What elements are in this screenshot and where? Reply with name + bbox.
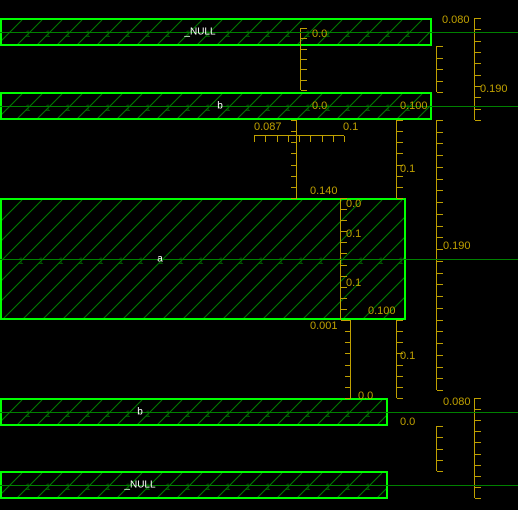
dimension-label: 0.0 [358, 390, 373, 402]
layer-bar-null_top: 11111111111111111111_NULL [0, 18, 432, 46]
ruler-vertical [296, 120, 297, 198]
ruler-vertical [474, 18, 475, 120]
dimension-label: 0.0 [346, 198, 361, 210]
svg-text:1: 1 [365, 482, 370, 492]
layer-bar-b_bot: 111111111111111111b [0, 398, 388, 426]
layer-label: _NULL [0, 480, 332, 491]
dimension-label: 0.0 [400, 416, 415, 428]
layout-canvas: 11111111111111111111_NULL111111111111111… [0, 0, 518, 510]
dimension-label: 0.0 [312, 100, 327, 112]
ruler-vertical [396, 120, 397, 198]
svg-text:1: 1 [378, 256, 383, 266]
dimension-label: 0.1 [346, 277, 361, 289]
layer-label: b [0, 407, 332, 418]
layer-bar-null_bot: 111111111111111111_NULL [0, 471, 388, 499]
dimension-label: 0.1 [400, 163, 415, 175]
svg-text:1: 1 [345, 409, 350, 419]
dimension-label: 0.190 [443, 240, 471, 252]
layer-label: b [6, 101, 432, 112]
dimension-label: 0.190 [480, 83, 508, 95]
ruler-horizontal [254, 135, 344, 136]
ruler-vertical [436, 46, 437, 92]
dimension-label: 0.1 [346, 228, 361, 240]
dimension-label: 0.0 [312, 28, 327, 40]
layer-label: a [0, 254, 361, 265]
svg-text:1: 1 [365, 409, 370, 419]
layer-bar-a_mid: 11111111111111111111a [0, 198, 406, 320]
layer-label: _NULL [0, 27, 414, 38]
dimension-label: 0.1 [343, 121, 358, 133]
dimension-label: 0.080 [442, 14, 470, 26]
ruler-vertical [436, 426, 437, 471]
dimension-label: 0.100 [400, 100, 428, 112]
svg-text:1: 1 [345, 482, 350, 492]
dimension-label: 0.080 [443, 396, 471, 408]
dimension-label: 0.087 [254, 121, 282, 133]
ruler-vertical [436, 120, 437, 390]
svg-text:1: 1 [398, 256, 403, 266]
dimension-label: 0.1 [400, 350, 415, 362]
dimension-label: 0.140 [310, 185, 338, 197]
ruler-vertical [396, 320, 397, 398]
dimension-label: 0.001 [310, 320, 338, 332]
ruler-vertical [350, 320, 351, 398]
layer-bar-b_top: 11111111111111111111b [0, 92, 432, 120]
dimension-label: 0.100 [368, 305, 396, 317]
ruler-vertical [474, 398, 475, 498]
